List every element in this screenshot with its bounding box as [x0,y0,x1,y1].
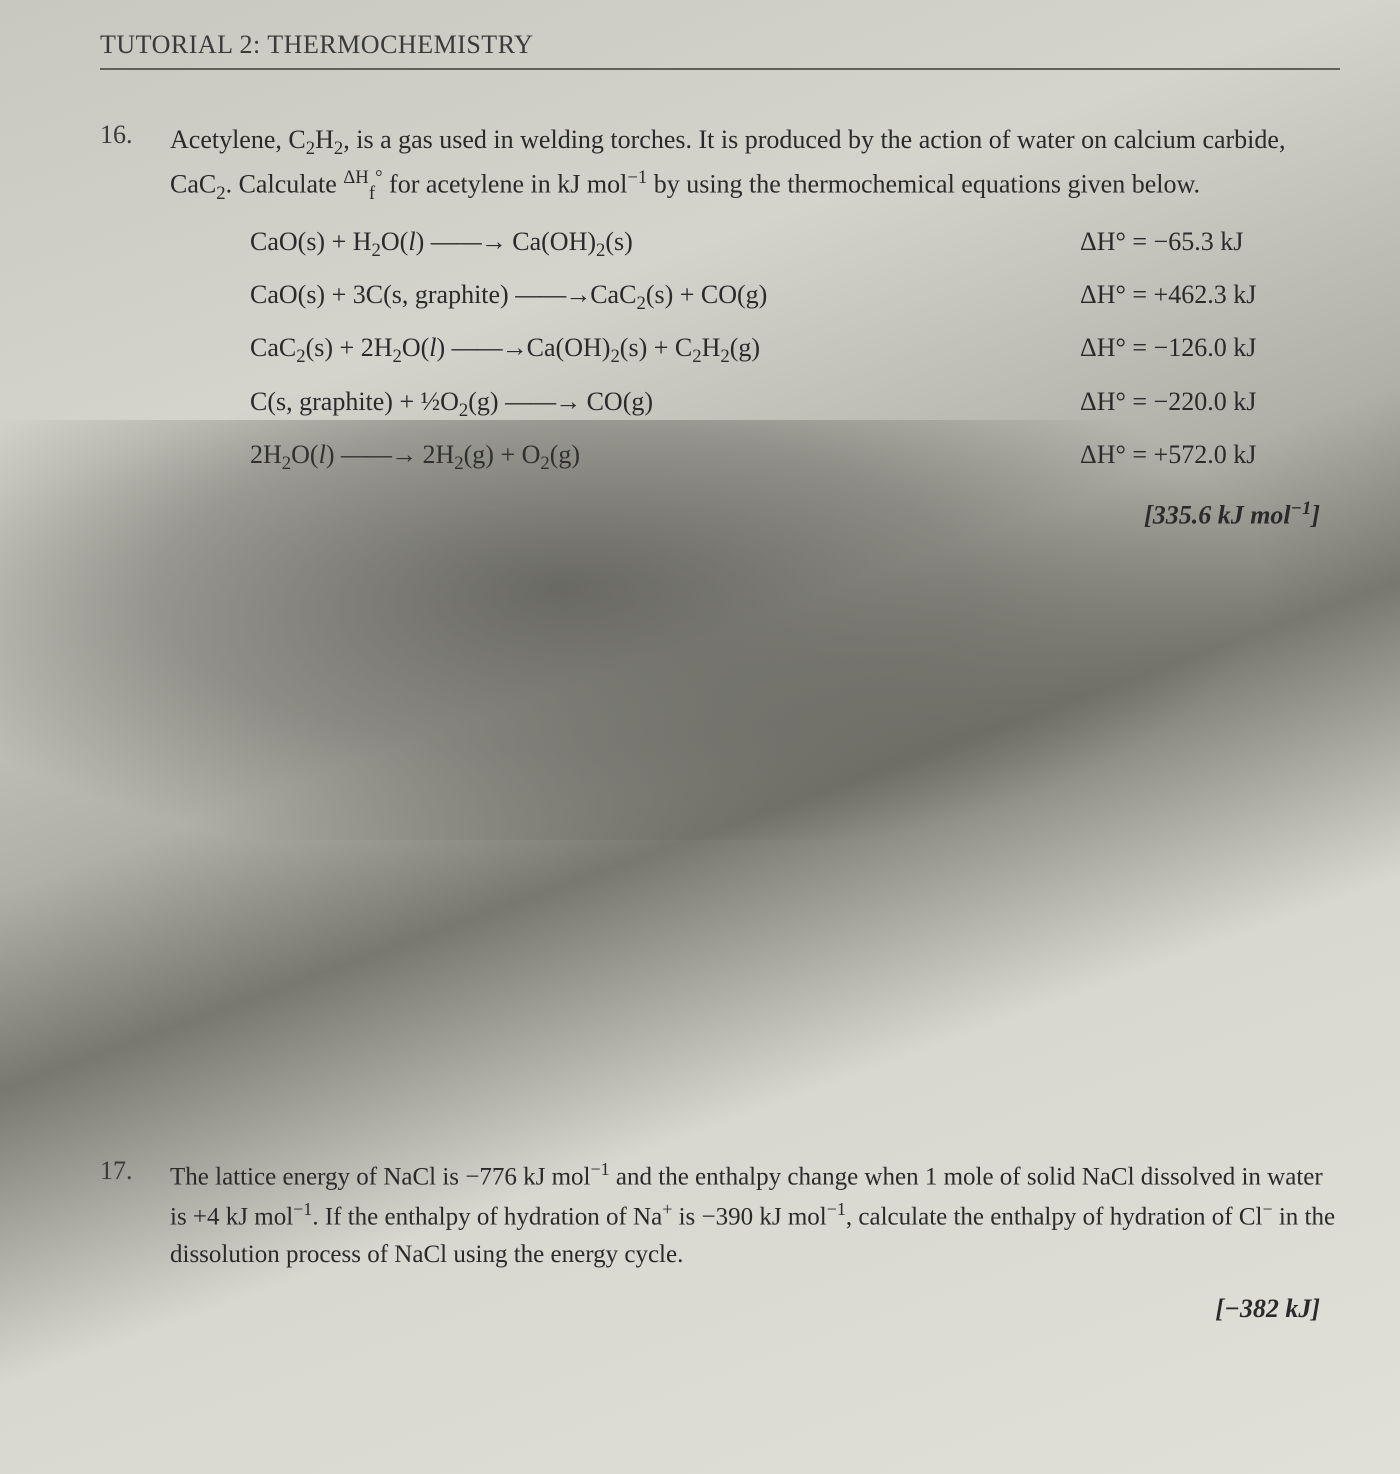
equation-dh: ΔH° = +462.3 kJ [1080,275,1340,315]
question-16-body: Acetylene, C2H2, is a gas used in weldin… [170,120,1340,536]
equation-dh: ΔH° = +572.0 kJ [1080,435,1340,475]
equation-lhs: CaO(s) + 3C(s, graphite) ——→CaC2(s) + CO… [250,275,1080,318]
equation-lhs: C(s, graphite) + ½O2(g) ——→ CO(g) [250,382,1080,425]
question-17-number: 17. [100,1156,140,1328]
equation-dh: ΔH° = −65.3 kJ [1080,222,1340,262]
equation-row: CaC2(s) + 2H2O(l) ——→Ca(OH)2(s) + C2H2(g… [250,328,1340,371]
equation-list: CaO(s) + H2O(l) ——→ Ca(OH)2(s) ΔH° = −65… [250,222,1340,478]
tutorial-title: TUTORIAL 2: THERMOCHEMISTRY [100,30,1340,70]
question-17-body: The lattice energy of NaCl is −776 kJ mo… [170,1156,1340,1328]
equation-dh: ΔH° = −220.0 kJ [1080,382,1340,422]
question-16-number: 16. [100,120,140,536]
question-16-answer: [335.6 kJ mol−1] [170,494,1340,536]
equation-lhs: CaC2(s) + 2H2O(l) ——→Ca(OH)2(s) + C2H2(g… [250,328,1080,371]
equation-dh: ΔH° = −126.0 kJ [1080,328,1340,368]
equation-row: C(s, graphite) + ½O2(g) ——→ CO(g) ΔH° = … [250,382,1340,425]
equation-row: CaO(s) + 3C(s, graphite) ——→CaC2(s) + CO… [250,275,1340,318]
question-16: 16. Acetylene, C2H2, is a gas used in we… [100,120,1340,536]
question-17-text: The lattice energy of NaCl is −776 kJ mo… [170,1156,1340,1273]
equation-lhs: 2H2O(l) ——→ 2H2(g) + O2(g) [250,435,1080,478]
equation-lhs: CaO(s) + H2O(l) ——→ Ca(OH)2(s) [250,222,1080,265]
equation-row: 2H2O(l) ——→ 2H2(g) + O2(g) ΔH° = +572.0 … [250,435,1340,478]
question-17-answer: [−382 kJ] [170,1289,1340,1328]
question-16-intro: Acetylene, C2H2, is a gas used in weldin… [170,120,1340,208]
equation-row: CaO(s) + H2O(l) ——→ Ca(OH)2(s) ΔH° = −65… [250,222,1340,265]
question-17: 17. The lattice energy of NaCl is −776 k… [100,1156,1340,1328]
